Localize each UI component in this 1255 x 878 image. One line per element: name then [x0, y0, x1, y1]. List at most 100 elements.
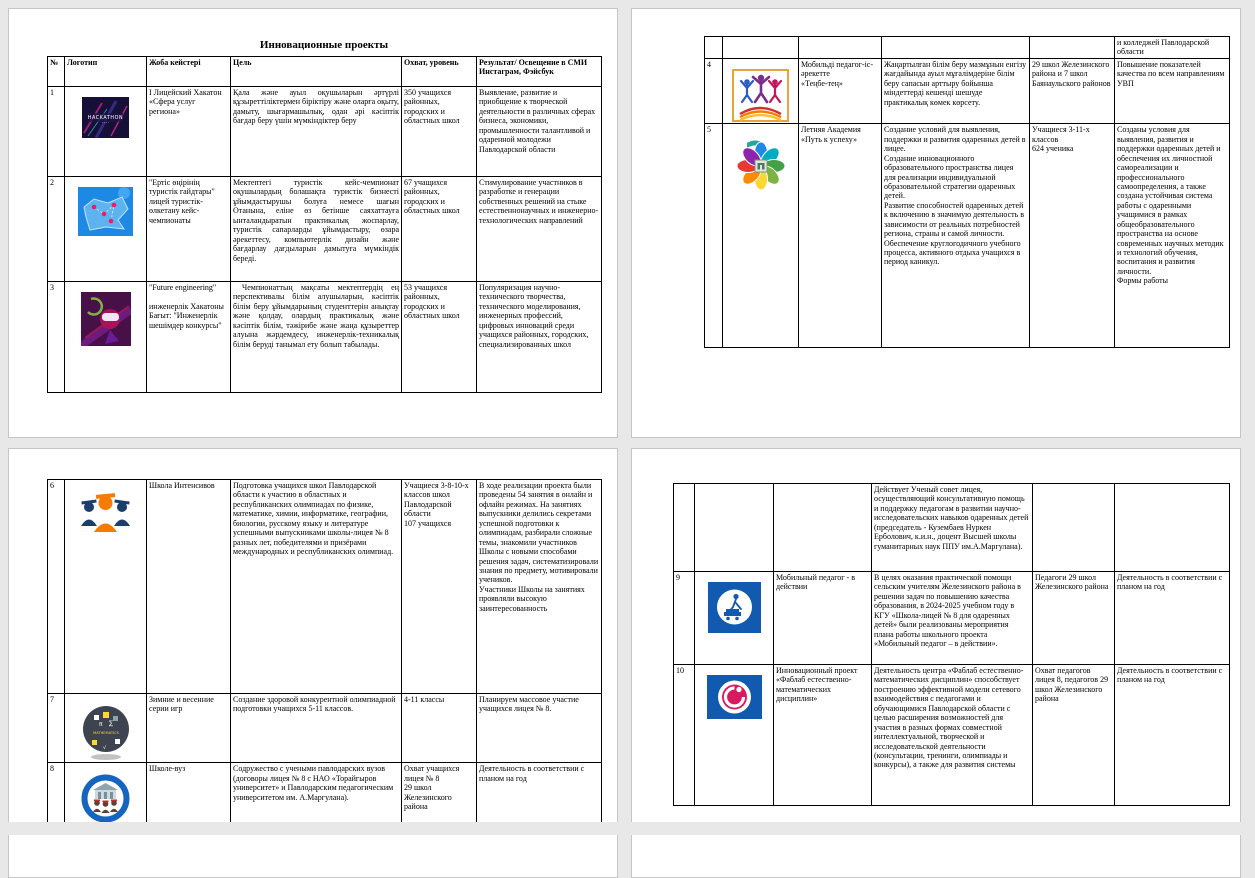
col-header-project: Жоба кейстері: [146, 56, 231, 87]
cell-result: Популяризация научно-технического творче…: [476, 281, 602, 393]
empty-cell: [881, 36, 1030, 59]
vr-engineering-logo-image: [80, 292, 131, 347]
cell-project: Зимние и весенние серии игр: [146, 692, 231, 764]
cell-project: Школе-вуз: [146, 762, 231, 825]
table-row: 2 "Ертіс өңірінің туристік гайдтары" лиц…: [47, 176, 602, 282]
projects-table-page-3: 6: [47, 479, 602, 825]
cell-num: 9: [673, 571, 695, 665]
cell-scope: Охват педагогов лицея 8, педагогов 29 шк…: [1032, 664, 1115, 806]
page-title: Инновационные проекты: [259, 39, 389, 51]
cell-scope: 350 учащихся районных, городских и облас…: [401, 86, 477, 177]
fablab-logo-image: [706, 675, 762, 720]
table-row: 6: [47, 479, 602, 694]
empty-cell: [1029, 36, 1115, 59]
table-row-continuation: Действует Ученый совет лицея, осуществля…: [673, 483, 1230, 572]
col-header-result: Результат/ Освещение в СМИ Инстаграм, Фэ…: [476, 56, 602, 87]
cell-goal: Жаңартылған білім беру мазмұнын енгізу ж…: [881, 57, 1030, 125]
viewport-bottom-edge: [0, 822, 1255, 835]
table-row: 9 Мобильный педагог - в действии: [673, 571, 1230, 665]
document-viewer-canvas: { "title": "Инновационные проекты", "col…: [0, 8, 1255, 878]
empty-cell: [773, 483, 872, 572]
cell-num: 5: [704, 123, 723, 349]
cell-result: Стимулирование участников в разработке и…: [476, 176, 602, 282]
family-book-logo-image: [732, 69, 789, 123]
projects-table-page-4: Действует Ученый совет лицея, осуществля…: [673, 483, 1230, 806]
col-header-num: №: [47, 56, 65, 87]
cell-scope: Педагоги 29 школ Железинского района: [1032, 571, 1115, 665]
cell-num: 8: [47, 762, 65, 825]
svg-text:• • • •: • • • •: [102, 122, 111, 125]
cell-project: Мобильді педагог-іс-әрекетте «Теңбе-тең»: [798, 57, 882, 125]
table-row: 10 Инновационный проект «Фаблаб естестве…: [673, 664, 1230, 806]
cell-logo: [64, 281, 147, 393]
table-row: 4: [704, 57, 1230, 125]
cell-scope: Охват учащихся лицея № 8 29 школ Железин…: [401, 762, 477, 825]
cell-logo: HACKATHON • • • •: [64, 86, 147, 177]
empty-cell: [722, 36, 799, 59]
cell-project: Школа Интенсивов: [146, 479, 231, 694]
cell-result: В ходе реализации проекта были проведены…: [476, 479, 602, 694]
mathematics-badge-logo-image: π ∑ √ MATHEMATICS: [82, 706, 129, 761]
empty-cell: [704, 36, 723, 59]
cell-project: Летняя Академия «Путь к успеху»: [798, 123, 882, 349]
cell-num: 10: [673, 664, 695, 806]
cell-scope: 4-11 классы: [401, 692, 477, 764]
cell-logo: [694, 571, 774, 665]
projects-table-page-2: и колледжей Павлодарской области 4: [704, 36, 1230, 349]
hackathon-logo-image: HACKATHON • • • •: [82, 97, 129, 139]
table-row: 1 HACKATHON • • • • I Лицейский Хакатон …: [47, 86, 602, 177]
cell-scope: 67 учащихся районных, городских и област…: [401, 176, 477, 282]
svg-text:HACKATHON: HACKATHON: [88, 115, 123, 121]
empty-cell: [1114, 483, 1230, 572]
cell-scope: Учащиеся 3-11-х классов 624 ученика: [1029, 123, 1115, 349]
cell-logo: [722, 123, 799, 349]
document-page-1[interactable]: Инновационные проекты № Логотип Жоба кей…: [8, 8, 618, 438]
projects-table-page-1: № Логотип Жоба кейстері Цель Охват, уров…: [47, 56, 602, 393]
cell-goal: Действует Ученый совет лицея, осуществля…: [871, 483, 1033, 572]
cell-num: 2: [47, 176, 65, 282]
svg-text:∑: ∑: [109, 720, 113, 727]
tourist-map-logo-image: [78, 187, 133, 237]
cell-result: Повышение показателей качества по всем н…: [1114, 57, 1230, 125]
cell-project: Инновационный проект «Фаблаб естественно…: [773, 664, 872, 806]
cell-result: Созданы условия для выявления, развития …: [1114, 123, 1230, 349]
cell-logo: [694, 664, 774, 806]
cell-goal: В целях оказания практической помощи сел…: [871, 571, 1033, 665]
pinwheel-academy-logo-image: [736, 140, 785, 191]
cell-num: 3: [47, 281, 65, 393]
cell-goal: Деятельность центра «Фаблаб естественно-…: [871, 664, 1033, 806]
document-page-3[interactable]: 6: [8, 448, 618, 878]
cell-goal: Чемпионаттың мақсаты мектептердің ең пер…: [230, 281, 402, 393]
empty-cell: [673, 483, 695, 572]
cell-num: 1: [47, 86, 65, 177]
empty-cell: [694, 483, 774, 572]
col-header-scope: Охват, уровень: [401, 56, 477, 87]
mobile-teacher-logo-image: [707, 582, 761, 634]
cell-project: Мобильный педагог - в действии: [773, 571, 872, 665]
cell-goal: Создание здоровой конкурентной олимпиадн…: [230, 692, 402, 764]
document-page-2[interactable]: и колледжей Павлодарской области 4: [631, 8, 1241, 438]
cell-num: 6: [47, 479, 65, 694]
cell-result: Выявление, развитие и приобщение к творч…: [476, 86, 602, 177]
svg-text:π: π: [99, 721, 103, 728]
table-row: 8 Школе-вуз: [47, 762, 602, 825]
table-row: 5: [704, 123, 1230, 349]
cell-goal: Қала және ауыл оқушыларын әртүрлі құзыре…: [230, 86, 402, 177]
cell-scope: Учащиеся 3-8-10-х классов школ Павлодарс…: [401, 479, 477, 694]
cell-result: Планируем массовое участие учащихся лице…: [476, 692, 602, 764]
cell-result: Деятельность в соответствии с планом на …: [476, 762, 602, 825]
col-header-goal: Цель: [230, 56, 402, 87]
cell-goal: Содружество с учеными павлодарских вузов…: [230, 762, 402, 825]
table-row: 3 "Future engineering" инженерлік Хакато…: [47, 281, 602, 393]
cell-num: 7: [47, 692, 65, 764]
empty-cell: [1032, 483, 1115, 572]
cell-scope: 29 школ Железинского района и 7 школ Бая…: [1029, 57, 1115, 125]
cell-result: Деятельность в соответствии с планом на …: [1114, 571, 1230, 665]
cell-logo: [64, 176, 147, 282]
cell-goal: Подготовка учащихся школ Павлодарской об…: [230, 479, 402, 694]
cell-scope: 53 учащихся районных, городских и област…: [401, 281, 477, 393]
cell-project: "Future engineering" инженерлік Хакатоны…: [146, 281, 231, 393]
document-page-4[interactable]: Действует Ученый совет лицея, осуществля…: [631, 448, 1241, 878]
cell-logo: π ∑ √ MATHEMATICS: [64, 692, 147, 764]
cell-project: "Ертіс өңірінің туристік гайдтары" лицей…: [146, 176, 231, 282]
